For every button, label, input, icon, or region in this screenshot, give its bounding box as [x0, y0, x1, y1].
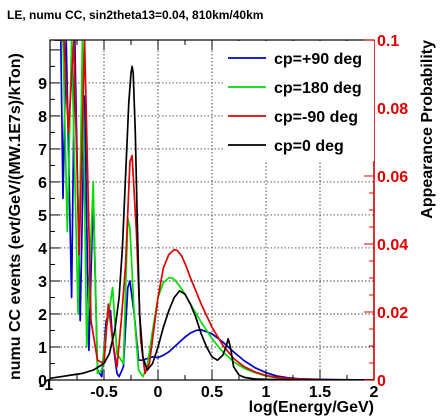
y-axis-label: numu CC events (evt/GeV/(MW.1E7s)/kTon)	[7, 53, 24, 380]
chart-title: LE, numu CC, sin2theta13=0.04, 810km/40k…	[7, 8, 263, 22]
y-tick-label: 8	[38, 109, 47, 126]
legend-label-1: cp=+90 deg	[274, 51, 362, 68]
y-tick-label: 7	[38, 142, 47, 159]
y2-tick-label: 0.08	[377, 101, 408, 118]
x-tick-label: 0.5	[201, 384, 223, 401]
x-tick-label: 2	[370, 384, 379, 401]
y-tick-label: 4	[38, 241, 47, 258]
legend[interactable]: cp=+90 deg cp=180 deg cp=-90 deg cp=0 deg	[224, 41, 374, 161]
series-line-4	[50, 65, 374, 380]
x-tick-label: 1	[262, 384, 271, 401]
y-tick-label: 0	[38, 373, 47, 390]
y-tick-label: 9	[38, 76, 47, 93]
series-group	[50, 40, 374, 380]
y-tick-label: 6	[38, 175, 47, 192]
y2-tick-label: 0	[377, 373, 386, 390]
legend-label-3: cp=-90 deg	[274, 109, 358, 126]
legend-label-2: cp=180 deg	[274, 80, 362, 97]
x-tick-label: -1	[39, 377, 53, 394]
x-tick-label: 1.5	[309, 384, 331, 401]
legend-label-4: cp=0 deg	[274, 138, 344, 155]
y-tick-label: 5	[38, 208, 47, 225]
y2-tick-label: 0.04	[377, 237, 408, 254]
y2-axis-label: Appearance Probability	[419, 40, 436, 219]
legend-box	[224, 41, 374, 161]
y2-tick-label: 0.06	[377, 169, 408, 186]
x-tick-label: -0.5	[90, 384, 118, 401]
series-line-3	[55, 40, 374, 380]
y-tick-label: 1	[38, 340, 47, 357]
axes: -0.5 0 0.5 1 1.5 2-1012345678900.020.040.060.…	[38, 33, 408, 401]
y2-tick-label: 0.1	[377, 33, 399, 50]
x-tick-label: 0	[154, 384, 163, 401]
y2-tick-label: 0.02	[377, 305, 408, 322]
y-tick-label: 3	[38, 274, 47, 291]
x-axis-label: log(Energy/GeV)	[249, 399, 374, 416]
y-tick-label: 2	[38, 307, 47, 324]
series-line-1	[54, 40, 374, 380]
